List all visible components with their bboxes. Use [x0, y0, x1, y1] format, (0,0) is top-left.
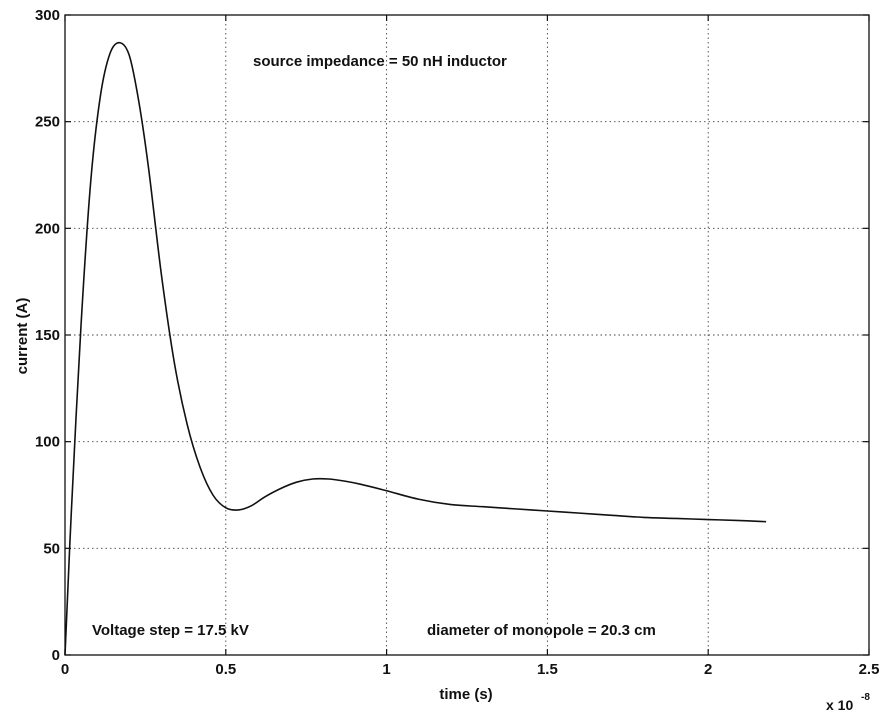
x-tick-labels: 0 0.5 1 1.5 2 2.5	[61, 661, 880, 678]
y-tick-label: 50	[43, 540, 60, 557]
y-tick-label: 100	[35, 434, 60, 451]
plot-area-frame	[64, 14, 870, 656]
x-tick-label: 0.5	[215, 661, 236, 678]
y-tick-label: 0	[52, 647, 60, 664]
x-tick-label: 2.5	[859, 661, 880, 678]
x-tick-label: 0	[61, 661, 69, 678]
y-tick-label: 200	[35, 220, 60, 237]
y-axis-label: current (A)	[14, 298, 31, 375]
x-tick-label: 2	[704, 661, 712, 678]
current-curve	[64, 41, 767, 656]
x-axis-multiplier-exponent: -8	[861, 692, 870, 703]
grid-layer	[65, 15, 869, 655]
y-tick-label: 250	[35, 114, 60, 131]
x-tick-label: 1	[382, 661, 390, 678]
x-axis-label: time (s)	[439, 686, 492, 703]
annotation-voltage-step: Voltage step = 17.5 kV	[92, 622, 249, 639]
y-tick-labels: 0 50 100 150 200 250 300	[35, 7, 60, 664]
y-tick-label: 150	[35, 327, 60, 344]
annotation-source-impedance: source impedance = 50 nH inductor	[253, 53, 507, 70]
y-tick-label: 300	[35, 7, 60, 24]
annotation-monopole-diameter: diameter of monopole = 20.3 cm	[427, 622, 656, 639]
x-tick-label: 1.5	[537, 661, 558, 678]
x-axis-multiplier: x 10	[826, 697, 853, 713]
